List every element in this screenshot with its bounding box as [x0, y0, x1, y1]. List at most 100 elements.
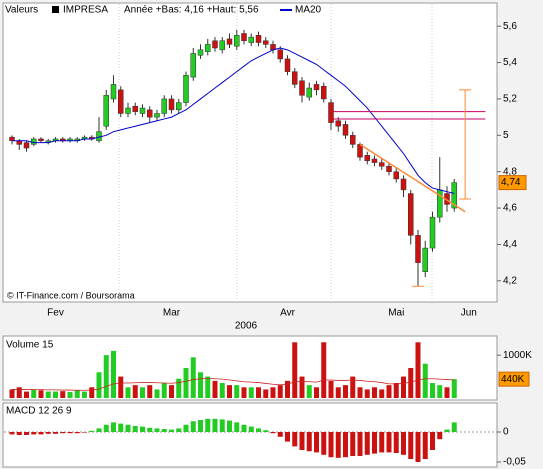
candle-body [132, 105, 138, 112]
macd-bar [256, 428, 261, 432]
volume-bar [96, 372, 102, 398]
candle-body [197, 49, 204, 56]
candle-body [125, 107, 131, 114]
y-tick-label: -0,05 [503, 457, 526, 468]
candle-body [429, 216, 436, 249]
volume-bar [234, 385, 240, 398]
macd-bar [364, 432, 370, 455]
candle-body [103, 95, 109, 127]
y-tick-label: 4,8 [503, 166, 517, 177]
macd-bar [241, 424, 247, 432]
macd-bar [285, 432, 290, 442]
volume-bar [176, 378, 182, 398]
macd-bar [270, 432, 276, 434]
macd-bar [183, 424, 189, 432]
volume-bar [270, 387, 276, 398]
candle-body [342, 124, 349, 136]
volume-bar [9, 389, 15, 398]
volume-bar [190, 357, 196, 398]
x-tick-label: Jun [461, 308, 477, 319]
candle-body [118, 89, 124, 114]
candle-body [364, 155, 370, 162]
macd-panel [2, 402, 498, 468]
volume-bar [60, 391, 66, 398]
year-label: 2006 [235, 321, 258, 332]
volume-bar [277, 385, 283, 398]
macd-bar [53, 432, 58, 434]
candle-body [350, 135, 356, 145]
price-panel [2, 2, 498, 303]
header-label: Valeurs [5, 5, 38, 16]
candle-body [393, 171, 399, 180]
volume-bar [379, 389, 385, 398]
macd-bar [89, 430, 95, 432]
volume-bar [256, 387, 261, 398]
candle-body [255, 35, 262, 43]
candle-body [422, 247, 428, 272]
macd-bar [430, 432, 435, 450]
macd-bar [132, 426, 138, 432]
candle-body [313, 84, 320, 91]
x-tick-label: Avr [280, 308, 295, 319]
volume-bar [147, 385, 153, 398]
volume-bar [372, 387, 377, 398]
volume-bar [335, 387, 341, 398]
candle-body [176, 102, 182, 111]
volume-bar [364, 389, 370, 398]
volume-bar [357, 387, 363, 398]
candle-body [415, 235, 421, 263]
x-tick-label: Fev [47, 308, 64, 319]
macd-bar [24, 432, 29, 435]
trendline [359, 143, 466, 213]
candle-body [183, 75, 189, 103]
candle-body [400, 178, 407, 191]
macd-bar [82, 432, 87, 433]
volume-bar [451, 379, 457, 398]
volume-bar [350, 376, 356, 398]
macd-bar [277, 432, 283, 437]
candle-body [226, 38, 233, 45]
macd-bar [176, 428, 182, 432]
chart-title: IMPRESA [63, 5, 108, 16]
y-tick-label: 5,2 [503, 94, 517, 105]
candle-body [306, 87, 312, 98]
volume-bar [408, 368, 414, 398]
candle-body [277, 49, 283, 60]
y-tick-label: 4,4 [503, 239, 517, 250]
candle-body [110, 84, 117, 100]
candle-body [379, 162, 385, 167]
macd-bar [263, 430, 269, 432]
candle-body [168, 98, 175, 111]
volume-bar [241, 387, 247, 398]
y-tick-label: 5 [503, 130, 509, 141]
volume-bar [125, 387, 131, 398]
volume-bar [393, 383, 399, 398]
last-value-label: 440K [501, 374, 525, 385]
macd-bar [386, 432, 392, 453]
volume-bar [45, 391, 51, 398]
macd-bar [125, 424, 131, 432]
volume-bar [430, 383, 435, 398]
candle-body [38, 138, 44, 142]
candle-body [154, 113, 160, 118]
candle-body [386, 165, 392, 172]
macd-bar [299, 432, 305, 450]
y-tick-label: 4,2 [503, 275, 517, 286]
candle-body [299, 80, 305, 96]
macd-bar [190, 421, 196, 432]
volume-bar [299, 376, 305, 398]
volume-bar [314, 387, 319, 398]
range-bracket [459, 89, 472, 200]
candle-body [241, 33, 247, 41]
y-tick-label: 1000K [503, 350, 532, 361]
volume-bar [67, 392, 73, 398]
macd-bar [227, 420, 232, 432]
macd-bar [393, 432, 399, 453]
macd-bar [372, 432, 377, 454]
macd-bar [198, 420, 203, 432]
volume-bar [292, 342, 298, 398]
volume-bar [415, 342, 421, 398]
volume-bar [183, 368, 189, 398]
volume-bar [103, 355, 109, 398]
volume-bar [82, 391, 87, 398]
